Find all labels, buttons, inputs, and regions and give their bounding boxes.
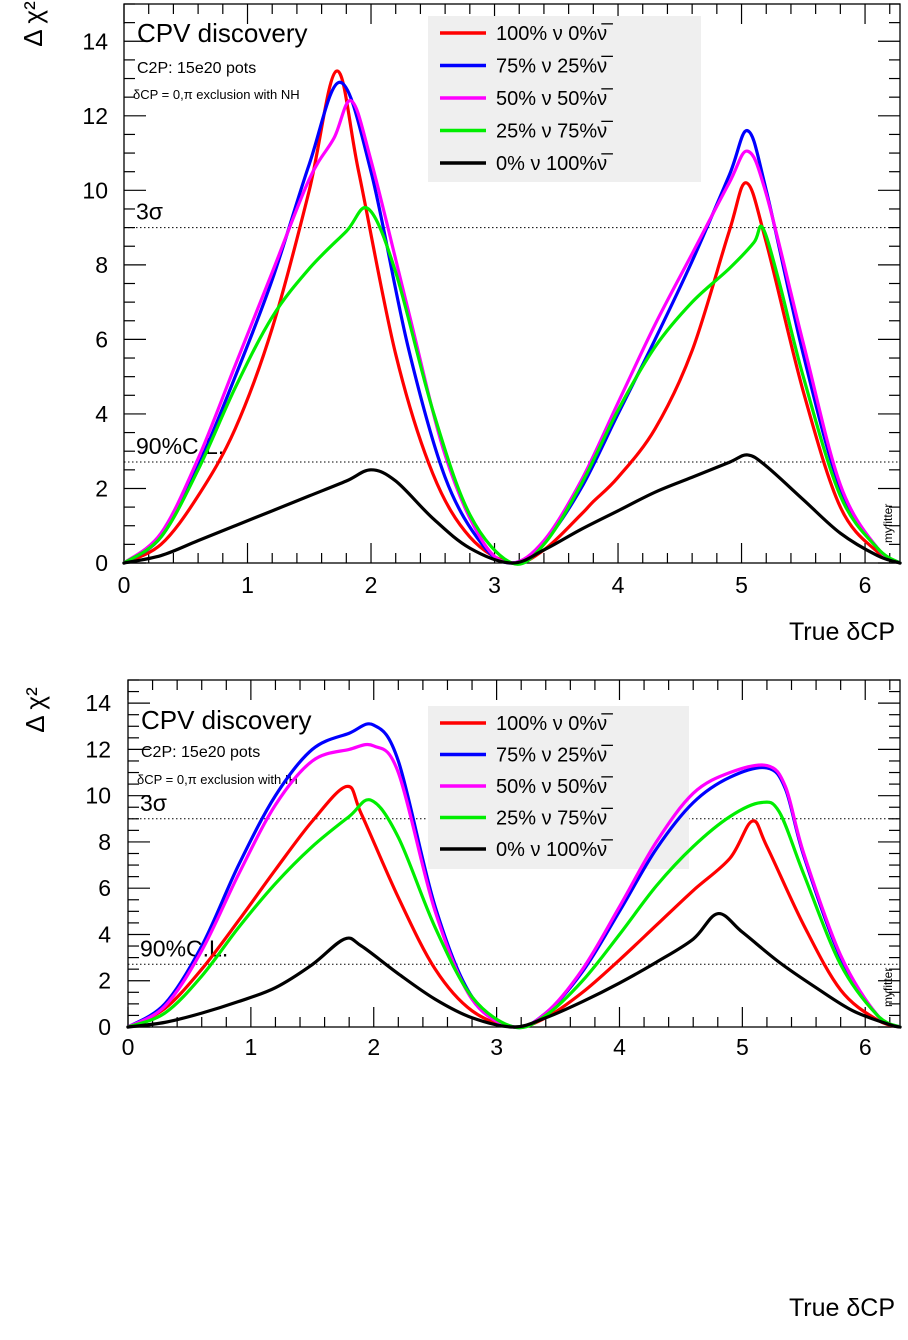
legend-entry: 0% ν 100%ν̅ [496, 152, 613, 175]
y-tick-label: 6 [95, 326, 108, 352]
y-tick-label: 14 [85, 690, 111, 716]
y-tick-label: 8 [95, 252, 108, 278]
y-tick-label: 4 [95, 401, 108, 427]
y-tick-label: 12 [82, 103, 108, 129]
watermark: myfitter [881, 504, 895, 543]
y-tick-label: 14 [82, 28, 108, 54]
x-tick-label: 3 [490, 1034, 503, 1060]
chart-title: CPV discovery [141, 705, 312, 735]
x-tick-label: 6 [859, 572, 872, 598]
y-tick-label: 10 [85, 783, 111, 809]
legend-entry: 100% ν 0%ν̅ [496, 712, 613, 735]
x-tick-label: 5 [735, 572, 748, 598]
x-tick-label: 1 [241, 572, 254, 598]
legend-entry: 0% ν 100%ν̅ [496, 838, 613, 861]
legend-entry: 100% ν 0%ν̅ [496, 22, 613, 45]
y-tick-label: 2 [95, 475, 108, 501]
y-tick-label: 10 [82, 177, 108, 203]
chart-subtitle: C2P: 15e20 pots [141, 744, 260, 761]
x-axis-label: True δCP [789, 1294, 895, 1322]
y-tick-label: 12 [85, 736, 111, 762]
x-tick-label: 2 [367, 1034, 380, 1060]
y-tick-label: 8 [98, 829, 111, 855]
y-tick-label: 4 [98, 921, 111, 947]
y-tick-label: 6 [98, 875, 111, 901]
chart-note: δCP = 0,π exclusion with IH [137, 772, 298, 787]
legend-entry: 75% ν 25%ν̅ [496, 744, 613, 767]
watermark: myfitter [881, 968, 895, 1007]
x-tick-label: 5 [736, 1034, 749, 1060]
chart-title: CPV discovery [137, 18, 308, 48]
x-tick-label: 4 [612, 572, 625, 598]
legend-entry: 50% ν 50%ν̅ [496, 775, 613, 798]
chart-subtitle: C2P: 15e20 pots [137, 60, 256, 77]
legend-entry: 50% ν 50%ν̅ [496, 87, 613, 110]
ref-line-label: 3σ [136, 199, 163, 225]
chart-note: δCP = 0,π exclusion with NH [133, 87, 300, 102]
x-tick-label: 0 [118, 572, 131, 598]
series-line [122, 205, 902, 566]
legend-entry: 75% ν 25%ν̅ [496, 55, 613, 78]
y-tick-label: 0 [98, 1014, 111, 1040]
ref-line-label: 90%C.L. [140, 935, 228, 961]
ref-line-label: 3σ [140, 790, 167, 816]
legend-entry: 25% ν 75%ν̅ [496, 120, 613, 143]
y-tick-label: 0 [95, 550, 108, 576]
y-axis-label: Δ χ² [18, 1, 48, 47]
x-tick-label: 2 [365, 572, 378, 598]
x-tick-label: 3 [488, 572, 501, 598]
y-tick-label: 2 [98, 968, 111, 994]
x-tick-label: 6 [859, 1034, 872, 1060]
series-line [122, 453, 902, 565]
y-axis-label: Δ χ² [20, 687, 50, 733]
x-tick-label: 0 [122, 1034, 135, 1060]
legend-entry: 25% ν 75%ν̅ [496, 807, 613, 830]
x-axis-label: True δCP [789, 618, 895, 646]
series-line [126, 912, 902, 1029]
x-tick-label: 1 [244, 1034, 257, 1060]
x-tick-label: 4 [613, 1034, 626, 1060]
